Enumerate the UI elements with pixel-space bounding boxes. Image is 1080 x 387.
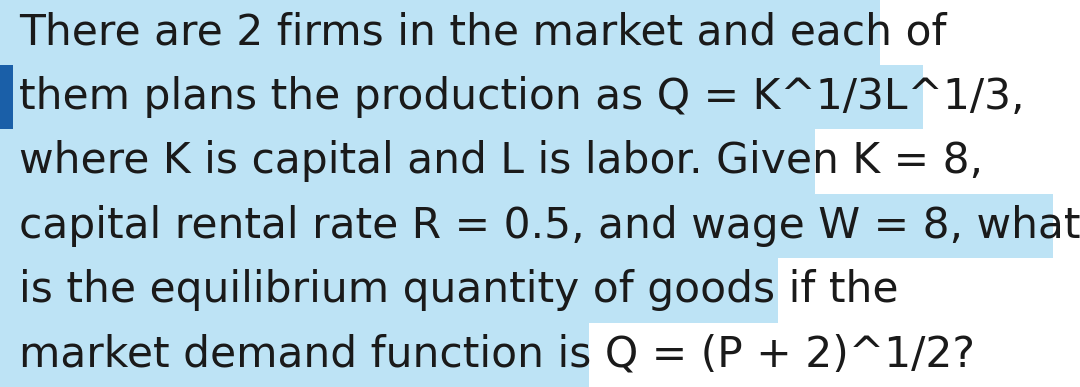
- Text: capital rental rate R = 0.5, and wage W = 8, what: capital rental rate R = 0.5, and wage W …: [19, 205, 1080, 247]
- Bar: [0, 65, 923, 129]
- Bar: [0, 323, 589, 387]
- Text: them plans the production as Q = K^1/3L^1/3,: them plans the production as Q = K^1/3L^…: [19, 76, 1025, 118]
- Text: There are 2 firms in the market and each of: There are 2 firms in the market and each…: [19, 11, 947, 53]
- Bar: [0, 0, 880, 65]
- Bar: [0, 258, 778, 322]
- Text: is the equilibrium quantity of goods if the: is the equilibrium quantity of goods if …: [19, 269, 899, 311]
- Text: where K is capital and L is labor. Given K = 8,: where K is capital and L is labor. Given…: [19, 140, 984, 182]
- Text: market demand function is Q = (P + 2)^1/2?: market demand function is Q = (P + 2)^1/…: [19, 334, 975, 376]
- Bar: [0, 65, 13, 129]
- Bar: [0, 194, 1053, 258]
- Bar: [0, 129, 815, 194]
